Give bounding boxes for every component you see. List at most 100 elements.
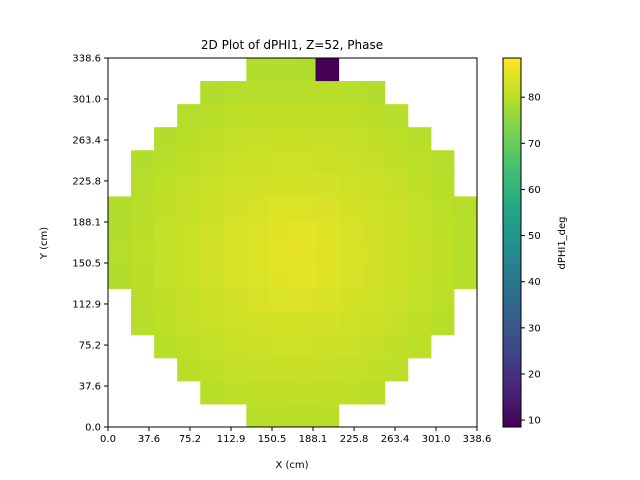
heatmap-cell xyxy=(108,219,132,243)
heatmap-cell xyxy=(407,150,432,174)
heatmap-cell xyxy=(131,196,155,220)
heatmap-cell xyxy=(246,127,270,151)
heatmap-cell xyxy=(315,219,340,243)
heatmap-cell xyxy=(177,196,201,220)
y-tick-label: 225.8 xyxy=(72,176,101,187)
x-tick-label: 188.1 xyxy=(299,434,328,445)
heatmap-cell xyxy=(269,334,293,359)
heatmap-cell xyxy=(131,219,155,243)
colorbar-label: dPHI1_deg xyxy=(557,216,568,269)
heatmap-cell xyxy=(223,173,247,197)
y-tick-label: 112.9 xyxy=(72,299,101,310)
heatmap-cell xyxy=(154,242,178,267)
heatmap-cell xyxy=(246,150,270,174)
colorbar-tick-label: 20 xyxy=(528,369,541,380)
heatmap-cell xyxy=(223,219,247,243)
heatmap-cell xyxy=(177,104,201,128)
y-tick-label: 338.6 xyxy=(72,54,101,65)
heatmap-cell xyxy=(154,150,178,174)
heatmap-cell xyxy=(453,265,477,290)
heatmap-cell xyxy=(407,265,432,290)
heatmap-cell xyxy=(338,219,363,243)
heatmap-cell xyxy=(361,357,386,382)
heatmap-cell xyxy=(338,127,363,151)
heatmap-cell xyxy=(292,242,317,267)
heatmap-cell xyxy=(407,173,432,197)
heatmap-cell xyxy=(315,173,340,197)
heatmap-cell xyxy=(315,403,340,427)
heatmap-cell xyxy=(338,334,363,359)
heatmap-cell xyxy=(315,334,340,359)
heatmap-cell xyxy=(384,173,409,197)
heatmap-cell xyxy=(407,311,432,336)
heatmap-cell xyxy=(200,242,224,267)
heatmap-cell xyxy=(453,242,477,267)
heatmap-cell xyxy=(200,150,224,174)
heatmap-cell xyxy=(315,58,340,82)
y-tick-label: 301.0 xyxy=(72,94,101,105)
x-tick-label: 0.0 xyxy=(100,434,116,445)
heatmap-cell xyxy=(315,150,340,174)
heatmap-cell xyxy=(131,265,155,290)
heatmap-cell xyxy=(200,311,224,336)
heatmap-cell xyxy=(292,58,317,82)
heatmap-cell xyxy=(131,311,155,336)
heatmap-cell xyxy=(361,104,386,128)
heatmap-cell xyxy=(292,104,317,128)
heatmap-cell xyxy=(246,104,270,128)
heatmap-cell xyxy=(361,127,386,151)
heatmap-cell xyxy=(246,173,270,197)
heatmap-cell xyxy=(338,265,363,290)
heatmap-cell xyxy=(200,173,224,197)
x-tick-label: 225.8 xyxy=(340,434,369,445)
heatmap-cell xyxy=(430,242,455,267)
colorbar-tick-label: 10 xyxy=(528,416,541,427)
heatmap-cell xyxy=(315,242,340,267)
colorbar-tick-label: 60 xyxy=(528,185,541,196)
heatmap-cell xyxy=(154,311,178,336)
colorbar-tick-label: 70 xyxy=(528,139,541,150)
heatmap-cell xyxy=(315,380,340,405)
heatmap-cell xyxy=(200,196,224,220)
colorbar-tick-label: 40 xyxy=(528,277,541,288)
heatmap-cell xyxy=(384,311,409,336)
heatmap-cell xyxy=(223,380,247,405)
x-tick-label: 112.9 xyxy=(217,434,246,445)
heatmap-cell xyxy=(246,288,270,313)
heatmap-cell xyxy=(200,288,224,313)
heatmap-cell xyxy=(223,150,247,174)
heatmap-cell xyxy=(246,380,270,405)
heatmap-cell xyxy=(338,173,363,197)
heatmap-cell xyxy=(292,196,317,220)
heatmap-cell xyxy=(269,265,293,290)
heatmap-cell xyxy=(246,81,270,105)
heatmap-cell xyxy=(269,150,293,174)
heatmap-cell xyxy=(177,288,201,313)
heatmap-cell xyxy=(292,173,317,197)
colorbar-tick-label: 30 xyxy=(528,323,541,334)
heatmap-cell xyxy=(131,242,155,267)
heatmap-cell xyxy=(453,196,477,220)
heatmap-cell xyxy=(384,219,409,243)
heatmap-cell xyxy=(292,127,317,151)
heatmap-cell xyxy=(361,334,386,359)
heatmap-cell xyxy=(338,150,363,174)
heatmap-cell xyxy=(108,265,132,290)
heatmap-cell xyxy=(269,127,293,151)
heatmap-cell xyxy=(269,58,293,82)
heatmap-cell xyxy=(384,104,409,128)
x-axis-label: X (cm) xyxy=(275,460,308,471)
heatmap-cell xyxy=(430,173,455,197)
heatmap-cell xyxy=(269,311,293,336)
heatmap-cell xyxy=(361,311,386,336)
y-tick-label: 150.5 xyxy=(72,258,101,269)
heatmap-cell xyxy=(315,81,340,105)
heatmap-cell xyxy=(430,150,455,174)
heatmap-cell xyxy=(269,173,293,197)
heatmap-cell xyxy=(246,219,270,243)
heatmap-cell xyxy=(292,288,317,313)
colorbar xyxy=(502,57,522,428)
heatmap-cell xyxy=(177,127,201,151)
heatmap-cell xyxy=(154,288,178,313)
heatmap-cell xyxy=(177,265,201,290)
